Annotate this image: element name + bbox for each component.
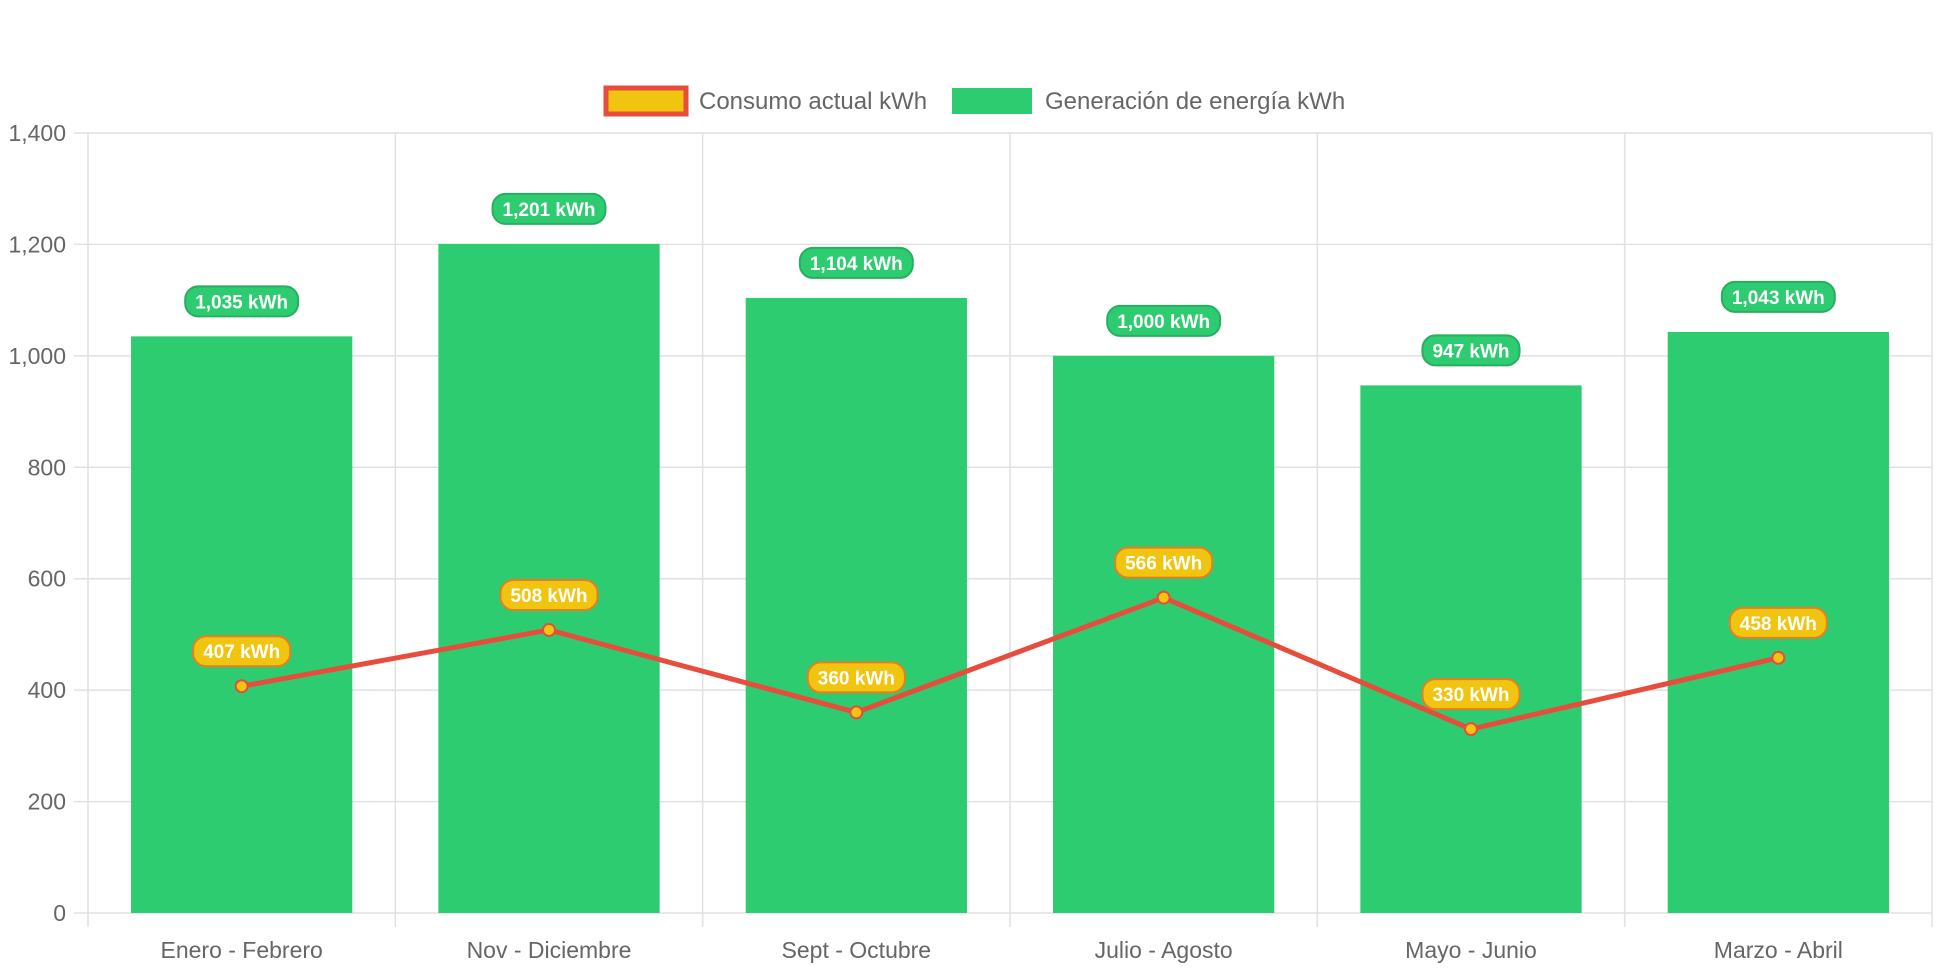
line-data-label: 566 kWh xyxy=(1114,546,1214,579)
legend[interactable]: Consumo actual kWh Generación de energía … xyxy=(603,85,1345,117)
bar-data-label: 1,104 kWh xyxy=(798,246,914,279)
bar-data-label-text: 1,043 kWh xyxy=(1732,288,1825,309)
bar-generacion xyxy=(1053,355,1275,913)
line-data-label-text: 458 kWh xyxy=(1740,614,1817,635)
bar-generacion xyxy=(131,336,353,913)
y-tick-label: 0 xyxy=(53,900,66,926)
y-tick-label: 800 xyxy=(28,454,66,480)
line-data-label-bg xyxy=(1421,678,1521,711)
y-tick-label: 1,000 xyxy=(8,343,66,369)
legend-swatch-generacion xyxy=(952,88,1032,114)
bar-data-label-bg xyxy=(184,285,300,318)
bar-data-label-text: 1,201 kWh xyxy=(503,200,596,221)
x-tick-label: Marzo - Abril xyxy=(1714,937,1843,963)
axes: 0 200 400 600 800 1,000 1,200 1,400 Enero - Febr… xyxy=(8,120,1842,963)
legend-label-generacion: Generación de energía kWh xyxy=(1045,88,1345,115)
line-data-label: 508 kWh xyxy=(499,578,599,611)
bar-generacion xyxy=(745,297,967,913)
bar-data-label-text: 1,104 kWh xyxy=(810,254,903,275)
y-tick-label: 1,400 xyxy=(8,120,66,146)
bar-data-label-bg xyxy=(1720,280,1836,313)
bar-data-label-bg xyxy=(1421,334,1521,367)
bar-data-label-bg xyxy=(491,192,607,225)
point-consumo xyxy=(1771,650,1786,665)
bar-data-label-bg xyxy=(1106,304,1222,337)
line-data-label-text: 566 kWh xyxy=(1125,554,1202,575)
x-tick-label: Enero - Febrero xyxy=(160,937,322,963)
x-tick-label: Sept - Octubre xyxy=(782,937,932,963)
bar-data-label: 1,201 kWh xyxy=(491,192,607,225)
line-data-label-text: 508 kWh xyxy=(510,586,587,607)
bar-data-label: 1,043 kWh xyxy=(1720,280,1836,313)
line-data-label-bg xyxy=(499,578,599,611)
x-tick-label: Nov - Diciembre xyxy=(467,937,632,963)
line-data-label-bg xyxy=(1728,606,1828,639)
y-tick-label: 1,200 xyxy=(8,231,66,257)
point-consumo xyxy=(234,679,249,694)
point-consumo xyxy=(1464,722,1478,737)
bar-generacion xyxy=(438,243,660,913)
bar-data-label: 1,035 kWh xyxy=(184,285,300,318)
line-data-label-bg xyxy=(1114,546,1214,579)
point-consumo xyxy=(542,622,556,637)
bar-generacion xyxy=(1360,385,1582,913)
line-data-label-bg xyxy=(192,635,292,668)
line-series xyxy=(234,590,1786,737)
point-consumo xyxy=(1156,590,1171,605)
line-data-label: 458 kWh xyxy=(1728,606,1828,639)
line-data-label-text: 407 kWh xyxy=(203,642,280,663)
bar-data-label-text: 1,000 kWh xyxy=(1117,312,1210,333)
bar-data-label-bg xyxy=(798,246,914,279)
bar-data-label-text: 1,035 kWh xyxy=(195,292,288,313)
line-data-label-bg xyxy=(806,661,906,694)
line-data-label: 360 kWh xyxy=(806,661,906,694)
line-data-label: 407 kWh xyxy=(192,635,292,668)
bar-data-label: 947 kWh xyxy=(1421,334,1521,367)
legend-swatch-consumo xyxy=(603,85,689,117)
line-data-label: 330 kWh xyxy=(1421,678,1521,711)
x-tick-label: Mayo - Junio xyxy=(1405,937,1537,963)
legend-label-consumo: Consumo actual kWh xyxy=(699,88,927,115)
point-consumo xyxy=(849,705,864,720)
bar-data-label: 1,000 kWh xyxy=(1106,304,1222,337)
line-data-label-text: 360 kWh xyxy=(818,668,895,689)
y-tick-label: 600 xyxy=(28,566,66,592)
grid xyxy=(74,132,1933,927)
bar-data-label-text: 947 kWh xyxy=(1432,341,1509,362)
bar-series xyxy=(131,243,1889,913)
x-tick-label: Julio - Agosto xyxy=(1095,937,1233,963)
y-tick-label: 400 xyxy=(28,677,66,703)
y-tick-label: 200 xyxy=(28,789,66,815)
data-labels: 1,035 kWh 1,201 kWh 1,104 kWh 1,000 kWh 947 … xyxy=(184,192,1836,711)
line-consumo xyxy=(241,595,1779,732)
line-data-label-text: 330 kWh xyxy=(1432,685,1509,706)
